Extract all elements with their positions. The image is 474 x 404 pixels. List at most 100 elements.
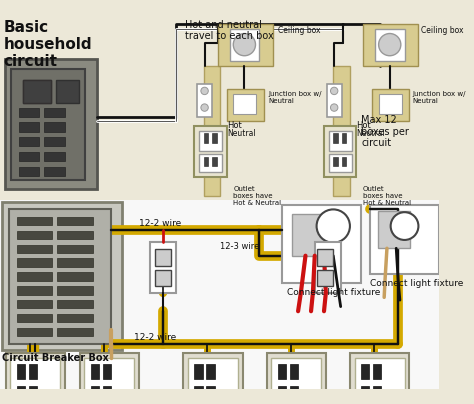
Bar [57,217,92,225]
Circle shape [330,87,338,95]
Bar [207,386,215,401]
Bar [278,364,286,379]
Circle shape [201,104,208,111]
Bar [333,133,338,143]
Circle shape [105,374,114,383]
Bar [9,209,111,344]
Bar [194,364,203,379]
Bar [363,24,419,66]
Bar [342,157,346,166]
Bar [5,59,97,189]
Bar [290,386,298,401]
Bar [91,386,99,401]
Text: Max 12
boxes per
circuit: Max 12 boxes per circuit [361,115,409,148]
Bar [317,269,333,286]
Bar [17,217,52,225]
Bar [315,242,341,293]
Bar [45,152,65,161]
Text: Hot and neutral
travel to each box: Hot and neutral travel to each box [185,20,274,41]
Circle shape [391,212,419,240]
Bar [55,80,79,103]
Bar [183,353,243,404]
Bar [23,80,51,103]
Bar [233,94,256,114]
Circle shape [208,374,218,383]
Bar [6,353,65,404]
Bar [350,353,409,404]
Bar [342,133,346,143]
Circle shape [379,34,401,56]
Bar [2,202,122,350]
Bar [17,386,25,401]
Bar [266,353,326,404]
Bar [229,29,259,61]
Text: Outlet
boxes have
Hot & Neutral: Outlet boxes have Hot & Neutral [363,186,411,206]
Bar [17,286,52,295]
Bar [155,269,171,286]
Bar [212,157,217,166]
Text: Ceiling box: Ceiling box [278,26,320,35]
Bar [57,314,92,322]
Bar [11,69,85,180]
Bar [317,249,333,266]
Bar [17,272,52,281]
Bar [17,231,52,239]
Text: 12-2 wire: 12-2 wire [139,219,181,228]
Bar [361,364,369,379]
Bar [212,133,217,143]
Text: Connect light fixture: Connect light fixture [370,279,464,288]
Bar [17,244,52,253]
Bar [204,157,208,166]
Text: 12-3 wire: 12-3 wire [220,242,259,251]
Bar [328,154,352,173]
Bar [57,244,92,253]
Bar [23,80,51,103]
Bar [57,259,92,267]
Circle shape [233,34,255,56]
Bar [150,242,176,293]
Bar [199,154,222,173]
Bar [57,300,92,309]
Bar [29,364,37,379]
Bar [370,205,439,274]
Bar [18,137,39,147]
Bar [328,131,352,151]
Bar [378,211,410,248]
Text: Ceiling box: Ceiling box [421,26,464,35]
Bar [333,157,338,166]
Bar [57,231,92,239]
Bar [373,386,382,401]
Bar [327,84,342,117]
Text: Hot: Hot [356,122,371,130]
Bar [57,328,92,336]
Bar [373,364,382,379]
Text: Connect light fixture: Connect light fixture [287,288,380,297]
Bar [199,131,222,151]
Bar [10,358,60,404]
Bar [45,137,65,147]
Circle shape [317,209,350,243]
Bar [45,107,65,117]
Bar [57,272,92,281]
Bar [197,84,212,117]
Text: Hot: Hot [227,122,242,130]
Bar [18,107,39,117]
Bar [204,133,208,143]
Bar [17,364,25,379]
Bar [103,386,111,401]
Bar [324,126,356,177]
Bar [155,249,171,266]
Circle shape [201,87,208,95]
Bar [0,200,439,389]
Bar [17,328,52,336]
Bar [218,24,273,66]
Bar [361,386,369,401]
Bar [194,126,227,177]
Bar [379,94,402,114]
Text: Neutral: Neutral [356,129,385,138]
Bar [188,358,238,404]
Bar [290,364,298,379]
Bar [91,364,99,379]
Bar [292,214,328,256]
Text: Circuit Breaker Box: Circuit Breaker Box [2,353,109,363]
